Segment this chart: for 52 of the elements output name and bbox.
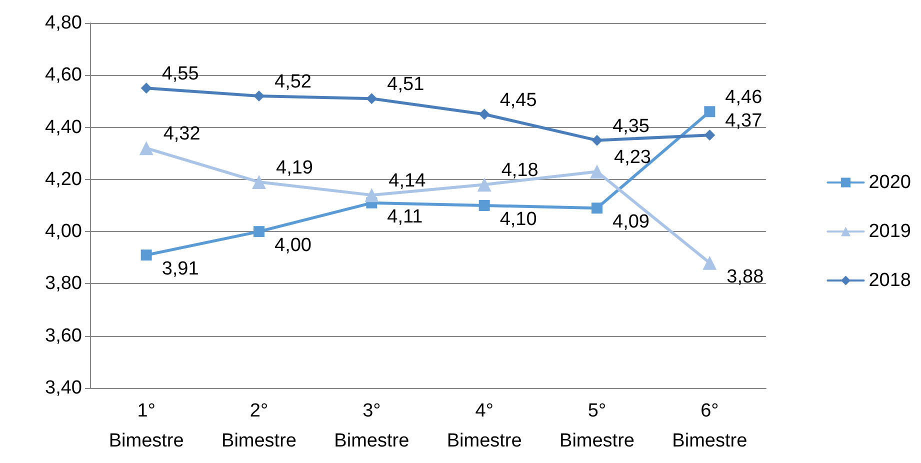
data-label: 4,32 <box>163 124 200 145</box>
data-label: 4,51 <box>387 74 424 96</box>
data-label: 4,35 <box>612 116 650 137</box>
data-label: 3,88 <box>726 266 764 288</box>
point <box>139 141 154 156</box>
point <box>140 250 152 261</box>
y-tick-label: 4,60 <box>45 64 82 86</box>
data-label: 4,55 <box>162 64 199 85</box>
data-label: 4,09 <box>612 212 650 233</box>
data-label: 4,19 <box>276 158 313 179</box>
y-tick-label: 3,40 <box>45 378 82 398</box>
point <box>252 175 266 190</box>
data-label: 4,23 <box>614 147 651 168</box>
legend-label: 2018 <box>868 270 912 291</box>
point <box>477 178 492 192</box>
point <box>254 90 264 102</box>
point <box>140 82 152 94</box>
point <box>592 202 602 214</box>
x-tick-label: 3° Bimestre <box>334 400 410 452</box>
point <box>704 106 716 118</box>
point <box>592 134 602 146</box>
point <box>702 256 717 270</box>
legend-label: 2019 <box>868 221 912 242</box>
data-label: 4,37 <box>725 110 762 132</box>
y-tick-label: 4,40 <box>45 116 82 138</box>
x-tick-label: 1° Bimestre <box>108 400 184 452</box>
point <box>254 226 264 238</box>
x-tick-label: 4° Bimestre <box>446 400 522 452</box>
data-label: 3,91 <box>162 258 199 280</box>
legend-label: 2020 <box>868 172 912 193</box>
data-label: 4,10 <box>500 209 537 230</box>
point <box>478 200 490 211</box>
x-tick-label: 6° Bimestre <box>672 400 748 452</box>
data-label: 4,18 <box>501 160 538 182</box>
y-tick-label: 3,80 <box>45 273 82 294</box>
data-label: 4,52 <box>274 72 312 92</box>
x-tick-label: 2° Bimestre <box>222 400 296 452</box>
y-tick-label: 3,60 <box>45 325 82 346</box>
point <box>590 164 604 179</box>
data-label: 4,45 <box>500 90 537 111</box>
x-tick-label: 5° Bimestre <box>560 400 634 452</box>
data-label: 4,11 <box>387 206 423 228</box>
y-tick-label: 4,80 <box>45 12 82 34</box>
point <box>478 108 490 120</box>
point <box>704 130 716 141</box>
data-label: 4,14 <box>388 170 426 192</box>
point <box>366 93 378 104</box>
data-label: 4,46 <box>725 87 762 108</box>
y-tick-label: 4,20 <box>45 168 82 190</box>
point <box>364 188 379 202</box>
y-tick-label: 4,00 <box>45 221 82 242</box>
data-label: 4,00 <box>274 235 312 256</box>
